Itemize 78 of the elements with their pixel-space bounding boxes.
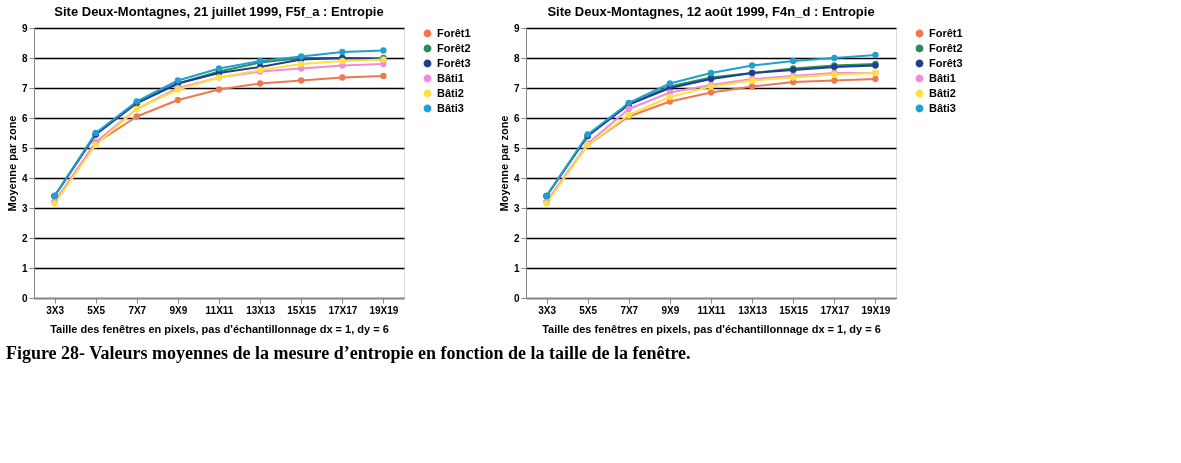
y-tick-label: 3 xyxy=(513,202,520,214)
x-tick-label: 9X9 xyxy=(661,304,680,316)
x-tick-label: 9X9 xyxy=(169,304,188,316)
x-tick-label: 7X7 xyxy=(128,304,147,316)
y-tick-label: 9 xyxy=(21,22,28,34)
y-tick-label: 7 xyxy=(21,82,28,94)
y-tick-label: 6 xyxy=(21,112,28,124)
x-tick-label: 17X17 xyxy=(328,304,358,316)
x-tick-label: 5X5 xyxy=(87,304,106,316)
y-tick-label: 9 xyxy=(513,22,520,34)
x-axis-title: Taille des fenêtres en pixels, pas d'échantillonnage dx = 1, dy = 6 xyxy=(50,322,389,335)
legend-label: Bâti2 xyxy=(929,86,956,99)
point xyxy=(256,80,264,87)
chart-title: Site Deux-Montagnes, 21 juillet 1999, F5f_a : Entropie xyxy=(54,4,384,19)
legend-label: Bâti3 xyxy=(437,101,464,114)
y-tick-label: 1 xyxy=(21,262,28,274)
legend-label: Bâti1 xyxy=(437,71,464,84)
point xyxy=(133,113,140,120)
y-tick-label: 8 xyxy=(513,52,520,64)
legend-label: Forêt2 xyxy=(929,41,963,54)
legend-label: Bâti2 xyxy=(437,86,464,99)
point xyxy=(707,89,715,96)
x-tick-label: 3X3 xyxy=(538,304,557,316)
y-tick-label: 0 xyxy=(513,292,520,304)
y-tick-label: 6 xyxy=(513,112,520,124)
x-tick-label: 11X11 xyxy=(697,304,726,316)
chart-title: Site Deux-Montagnes, 12 août 1999, F4n_d : Entropie xyxy=(547,4,875,19)
x-tick-label: 7X7 xyxy=(620,304,639,316)
x-tick-label: 15X15 xyxy=(287,304,317,316)
x-axis-title: Taille des fenêtres en pixels, pas d'échantillonnage dx = 1, dy = 6 xyxy=(542,322,881,335)
legend-label: Bâti1 xyxy=(929,71,956,84)
x-tick-label: 15X15 xyxy=(779,304,809,316)
x-tick-label: 5X5 xyxy=(579,304,598,316)
y-tick-label: 0 xyxy=(21,292,28,304)
caption: Figure 28- Valeurs moyennes de la mesure d’entropie en fonction de la taille de la fenêtre. xyxy=(5,342,691,363)
point xyxy=(380,72,387,80)
x-tick-label: 11X11 xyxy=(205,304,234,316)
y-tick-label: 2 xyxy=(513,232,520,244)
y-tick-label: 1 xyxy=(513,262,520,274)
point xyxy=(380,47,387,54)
point xyxy=(298,77,305,84)
point xyxy=(748,62,756,69)
point xyxy=(666,93,674,101)
point xyxy=(298,60,305,68)
legend-label: Forêt1 xyxy=(437,26,471,39)
point xyxy=(174,96,182,104)
y-tick-label: 4 xyxy=(513,172,520,184)
point xyxy=(339,74,346,81)
point xyxy=(790,57,797,65)
legend-label: Bâti3 xyxy=(929,101,956,114)
point xyxy=(872,51,879,59)
x-tick-label: 19X19 xyxy=(369,304,399,316)
point xyxy=(625,105,632,113)
point xyxy=(872,75,879,83)
x-tick-label: 3X3 xyxy=(46,304,65,316)
y-tick-label: 7 xyxy=(513,82,520,94)
point xyxy=(831,54,838,62)
legend-label: Forêt2 xyxy=(437,41,471,54)
point xyxy=(831,77,838,84)
x-tick-label: 13X13 xyxy=(738,304,768,316)
point xyxy=(707,69,715,77)
point xyxy=(215,86,223,93)
x-tick-label: 17X17 xyxy=(820,304,850,316)
legend-label: Forêt3 xyxy=(437,56,471,69)
y-tick-label: 5 xyxy=(513,142,520,154)
point xyxy=(339,48,346,56)
legend-label: Forêt1 xyxy=(929,26,963,39)
y-tick-label: 2 xyxy=(21,232,28,244)
x-tick-label: 13X13 xyxy=(246,304,276,316)
legend-label: Forêt3 xyxy=(929,56,963,69)
y-tick-label: 3 xyxy=(21,202,28,214)
y-tick-label: 5 xyxy=(21,142,28,154)
y-axis-title: Moyenne par zone xyxy=(5,115,18,212)
y-axis-title: Moyenne par zone xyxy=(497,115,510,212)
y-tick-label: 8 xyxy=(21,52,28,64)
point xyxy=(748,83,756,90)
x-tick-label: 19X19 xyxy=(861,304,891,316)
y-tick-label: 4 xyxy=(21,172,28,184)
